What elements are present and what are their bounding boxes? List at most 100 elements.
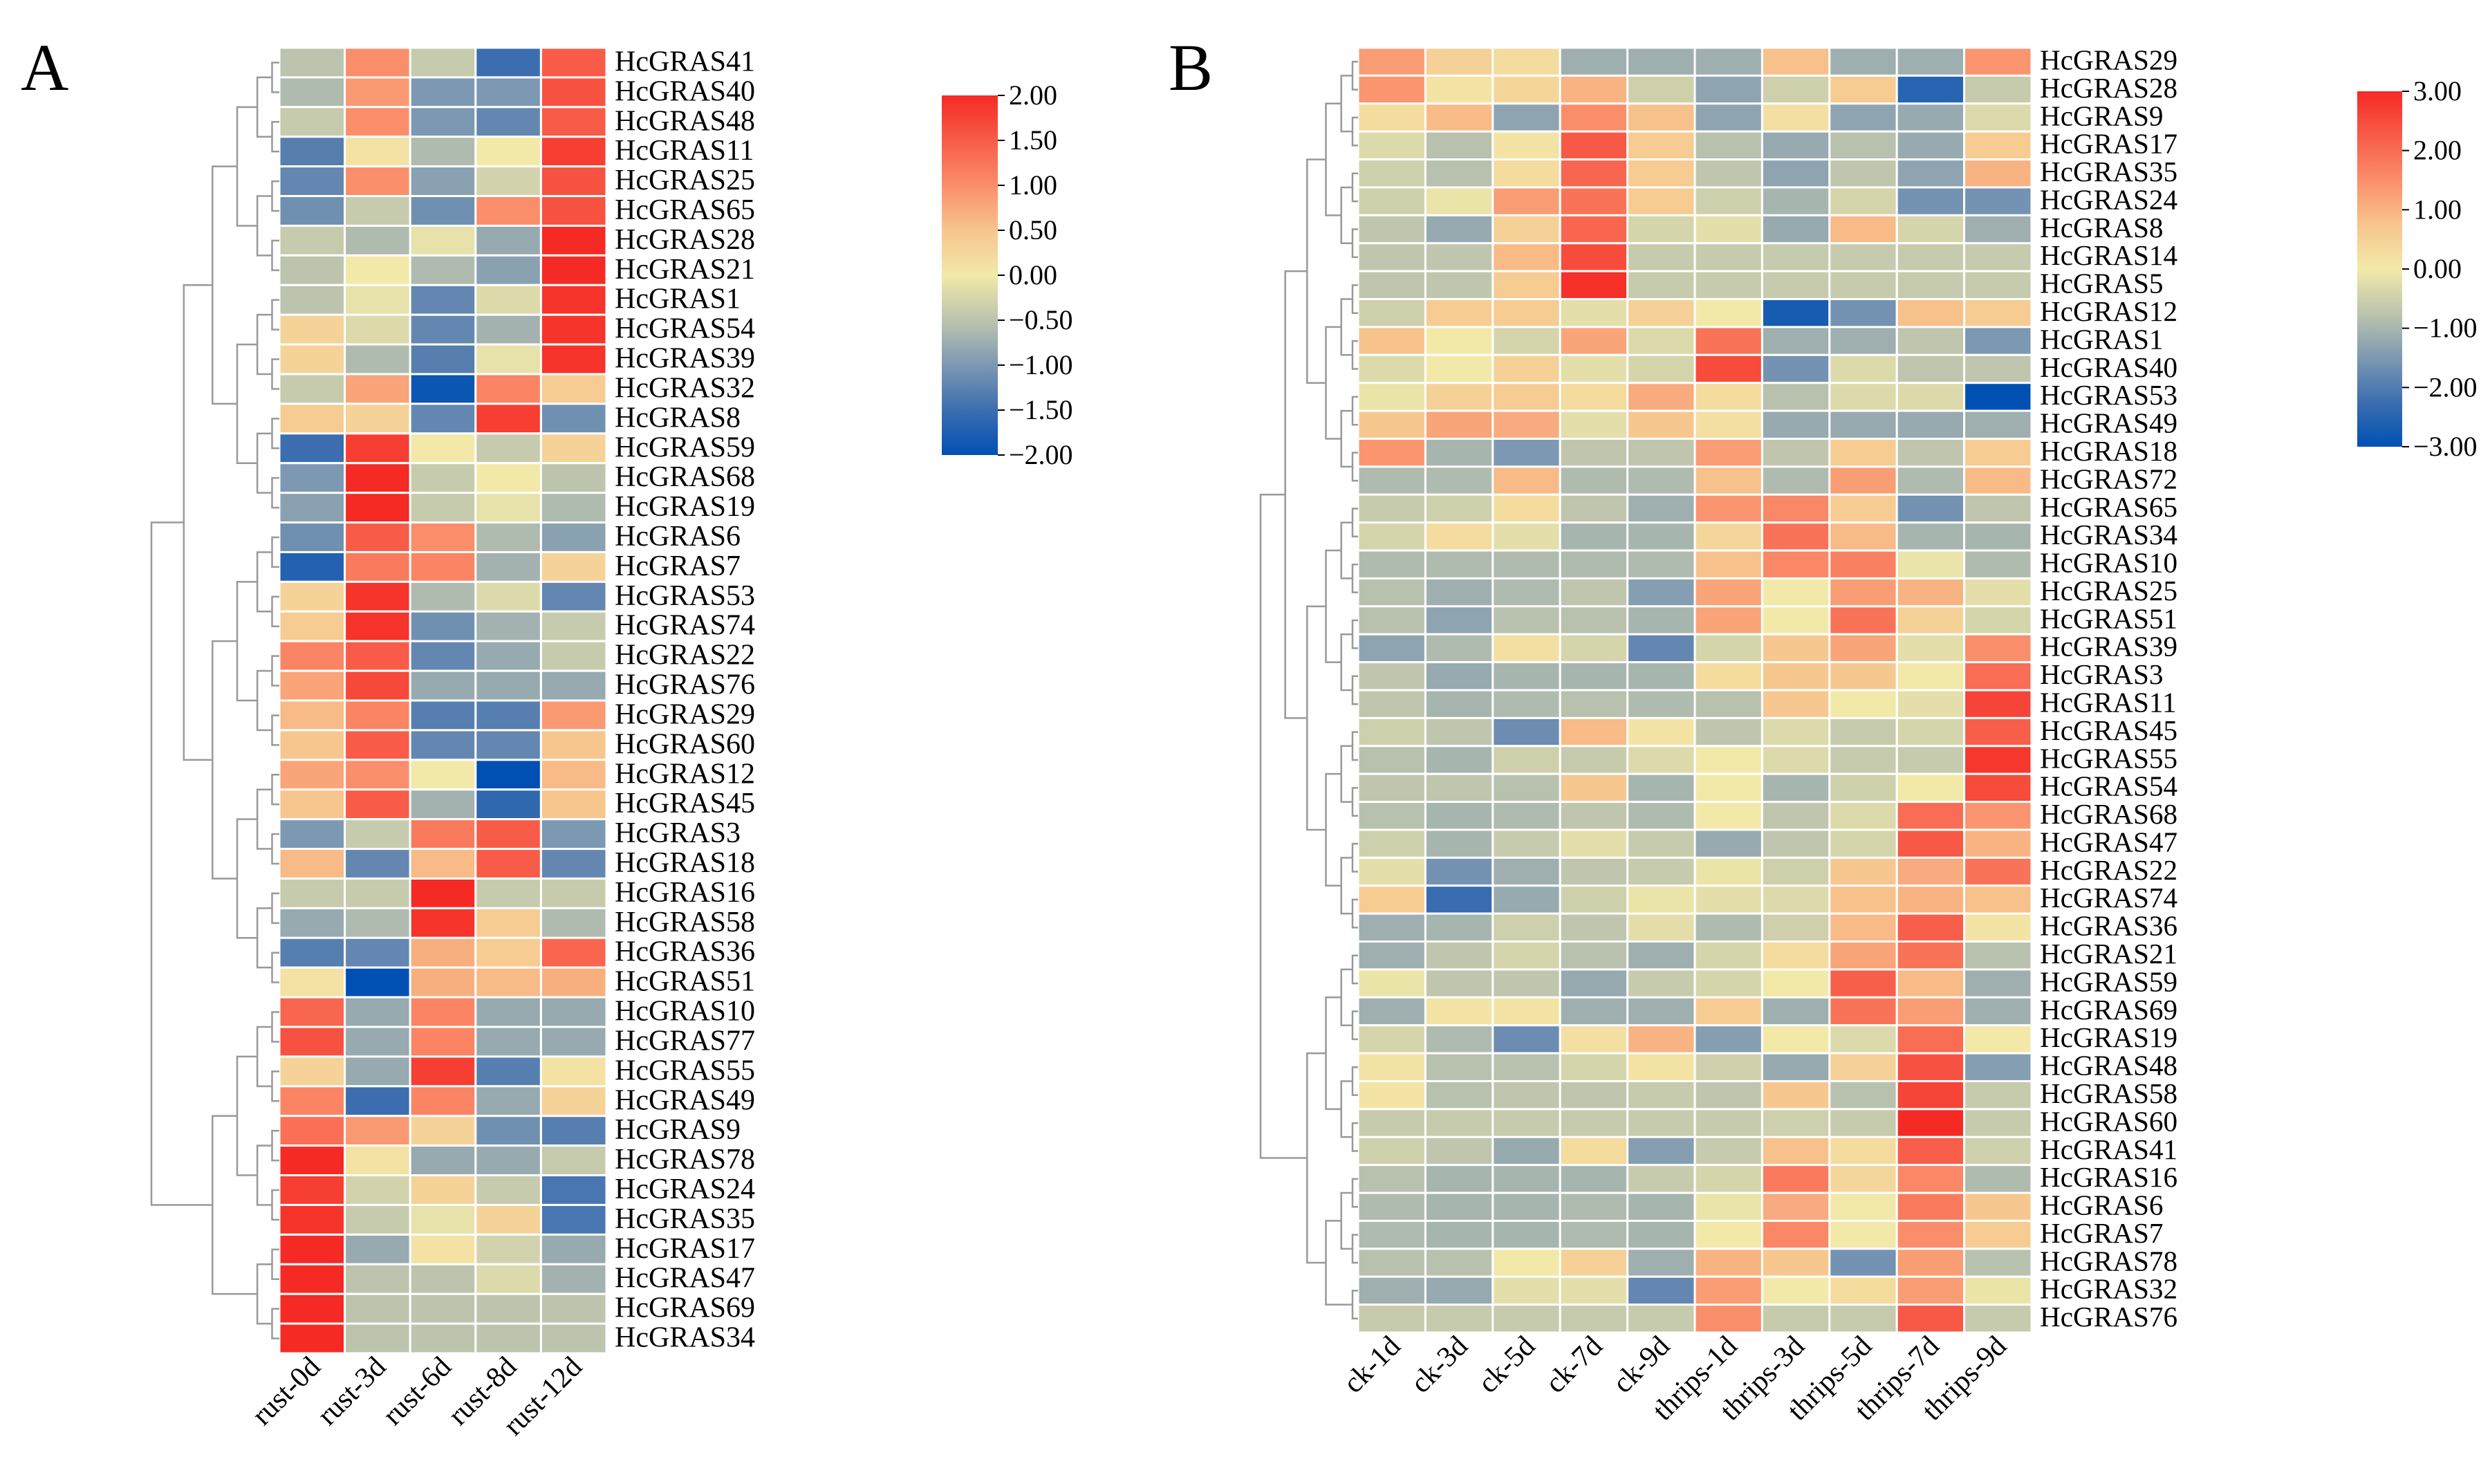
row-label: HcGRAS65 xyxy=(2040,491,2177,523)
heatmap-cell xyxy=(474,818,542,851)
heatmap-cell xyxy=(1626,912,1696,943)
heatmap-cell xyxy=(539,1292,608,1325)
heatmap-cell xyxy=(409,669,477,702)
heatmap-cell xyxy=(1693,689,1763,719)
heatmap-cell xyxy=(1559,74,1629,105)
heatmap-cell xyxy=(1492,745,1561,775)
heatmap-cell xyxy=(1963,828,2033,859)
row-label: HcGRAS32 xyxy=(2040,1273,2177,1305)
heatmap-cell xyxy=(344,996,411,1028)
heatmap-cell xyxy=(278,1115,346,1147)
heatmap-cell xyxy=(1963,437,2033,468)
heatmap-cell xyxy=(1895,186,1966,216)
heatmap-cell xyxy=(409,1144,477,1177)
heatmap-cell xyxy=(1559,884,1629,915)
heatmap-cell xyxy=(409,136,477,168)
heatmap-cell xyxy=(1626,1219,1696,1250)
heatmap-cell xyxy=(1895,772,1966,804)
heatmap-cell xyxy=(1626,828,1696,859)
heatmap-cell xyxy=(1492,1135,1561,1167)
heatmap-cell xyxy=(474,550,542,583)
heatmap-cell xyxy=(1492,549,1561,579)
heatmap-cell xyxy=(1693,801,1763,831)
heatmap-cell xyxy=(1559,409,1629,440)
heatmap-cell xyxy=(1357,940,1427,971)
heatmap-cell xyxy=(1626,437,1696,468)
heatmap-cell xyxy=(1492,437,1561,468)
column-label: ck-1d xyxy=(1337,1330,1406,1400)
heatmap-cell xyxy=(1626,326,1696,356)
heatmap-cell xyxy=(1424,1079,1494,1111)
heatmap-cell xyxy=(1895,102,1966,133)
heatmap-cell xyxy=(1424,521,1494,552)
heatmap-cell xyxy=(1760,801,1831,831)
heatmap-cell xyxy=(474,1026,542,1058)
heatmap-cell xyxy=(1357,605,1427,636)
heatmap-cell xyxy=(474,165,542,198)
heatmap-cell xyxy=(539,640,608,672)
heatmap-cell xyxy=(344,1085,411,1117)
colorbar-tick-label: −1.00 xyxy=(2413,313,2478,344)
dendrogram-branch xyxy=(271,418,279,449)
colorbar-tick-label: 0.00 xyxy=(1009,259,1057,290)
heatmap-cell xyxy=(278,818,346,851)
heatmap-cell xyxy=(1963,884,2033,915)
colorbar xyxy=(2357,91,2402,447)
dendrogram-branch xyxy=(1340,857,1353,915)
row-label: HcGRAS19 xyxy=(615,491,755,523)
heatmap-cell xyxy=(539,313,608,346)
heatmap-cell xyxy=(1357,996,1427,1027)
heatmap-cell xyxy=(1828,605,1898,636)
heatmap-cell xyxy=(1693,186,1763,216)
heatmap-cell xyxy=(1559,102,1629,133)
heatmap-cell xyxy=(1963,326,2033,356)
heatmap-cell xyxy=(1424,242,1494,272)
heatmap-cell xyxy=(409,729,477,761)
heatmap-cell xyxy=(409,1174,477,1206)
heatmap-cell xyxy=(474,1263,542,1295)
heatmap-cell xyxy=(1693,46,1763,77)
heatmap-cell xyxy=(409,1233,477,1265)
heatmap-cell xyxy=(1357,1079,1427,1111)
heatmap-cell xyxy=(1963,130,2033,161)
row-label: HcGRAS18 xyxy=(615,847,755,879)
heatmap-cell xyxy=(1828,1135,1898,1167)
heatmap-cell xyxy=(1963,382,2033,412)
heatmap-cell xyxy=(278,462,346,494)
heatmap-cell xyxy=(1357,884,1427,915)
heatmap-cell xyxy=(539,818,608,851)
column-label: ck-3d xyxy=(1405,1330,1474,1400)
heatmap-cell xyxy=(1357,1135,1427,1167)
heatmap-cell xyxy=(1760,745,1831,775)
row-label: HcGRAS6 xyxy=(2040,1189,2164,1221)
heatmap-cell xyxy=(1828,1304,1898,1334)
heatmap-cell xyxy=(1828,409,1898,440)
heatmap-cell xyxy=(1559,437,1629,468)
row-label: HcGRAS22 xyxy=(2040,854,2177,886)
heatmap-cell xyxy=(1626,716,1696,748)
heatmap-cell xyxy=(1828,353,1898,384)
heatmap-cell xyxy=(1760,996,1831,1027)
row-label: HcGRAS10 xyxy=(2040,547,2177,579)
heatmap-cell xyxy=(344,1203,411,1236)
heatmap-cell xyxy=(1828,940,1898,971)
dendrogram-branch xyxy=(1325,1220,1353,1306)
heatmap-cell xyxy=(1357,856,1427,887)
heatmap-cell xyxy=(278,76,346,109)
heatmap-cell xyxy=(409,106,477,138)
dendrogram-branch xyxy=(256,1263,272,1325)
heatmap-cell xyxy=(409,284,477,316)
heatmap-cell xyxy=(1559,856,1629,887)
heatmap-cell xyxy=(344,521,411,553)
heatmap-cell xyxy=(1895,242,1966,272)
heatmap-cell xyxy=(1626,1024,1696,1055)
heatmap-cell xyxy=(1357,1275,1427,1306)
colorbar-tick-label: 1.00 xyxy=(2413,194,2462,225)
heatmap-cell xyxy=(1760,409,1831,440)
heatmap-cell xyxy=(1492,382,1561,412)
heatmap-cell xyxy=(474,936,542,969)
heatmap-cell xyxy=(1492,772,1561,804)
heatmap-cell xyxy=(1559,1248,1629,1278)
heatmap-cell xyxy=(1895,828,1966,859)
heatmap-cell xyxy=(1357,186,1427,216)
